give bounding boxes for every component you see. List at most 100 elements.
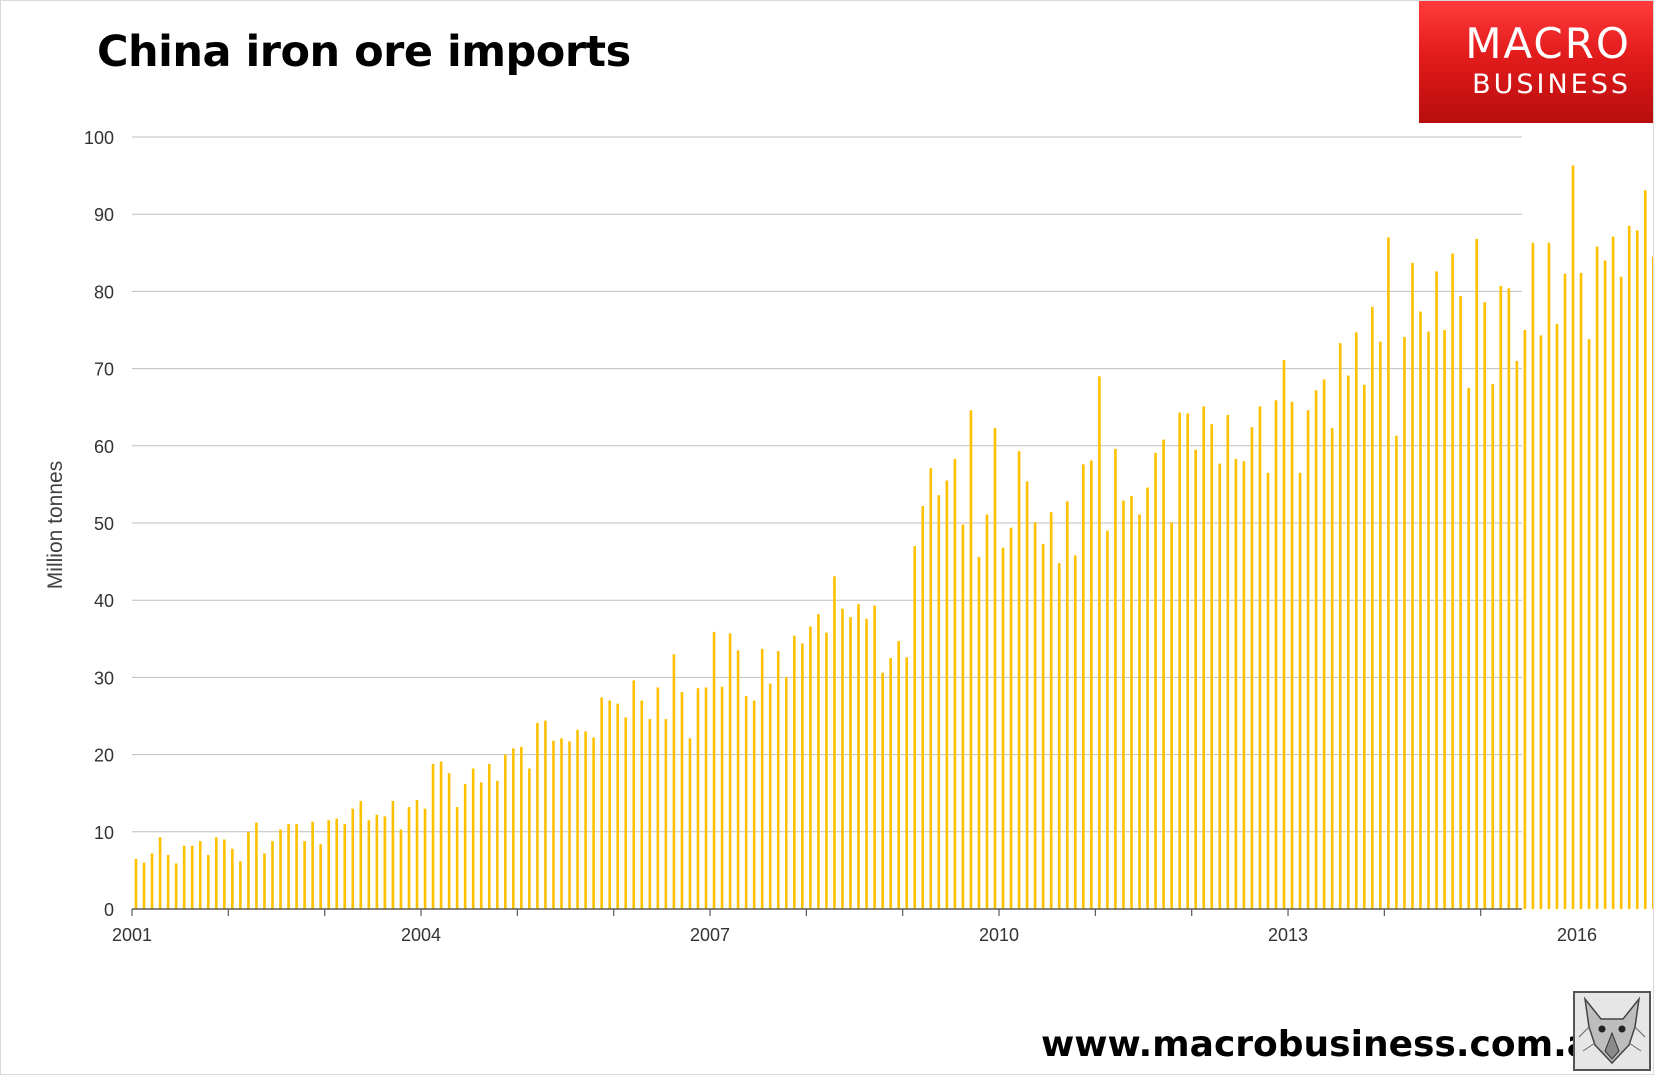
bar bbox=[158, 837, 162, 909]
bar bbox=[319, 844, 322, 909]
x-tick-label: 2013 bbox=[1268, 925, 1308, 945]
bar bbox=[672, 654, 676, 909]
bar bbox=[1098, 376, 1101, 909]
bar bbox=[1571, 165, 1575, 909]
bar bbox=[327, 820, 330, 909]
bar bbox=[1330, 428, 1334, 909]
bar bbox=[849, 617, 852, 909]
y-tick-label: 100 bbox=[84, 128, 114, 148]
y-tick-label: 60 bbox=[94, 437, 114, 457]
bar-series bbox=[134, 165, 1653, 910]
bar bbox=[391, 800, 395, 909]
bar bbox=[1114, 448, 1117, 909]
bar bbox=[495, 780, 499, 909]
bar bbox=[1451, 253, 1454, 909]
bar bbox=[1354, 332, 1358, 909]
bar bbox=[1202, 406, 1206, 909]
bar bbox=[447, 773, 451, 909]
bar bbox=[1338, 343, 1342, 909]
bar bbox=[1001, 547, 1005, 909]
fox-head-icon bbox=[1573, 991, 1651, 1071]
bar bbox=[1611, 236, 1615, 910]
bar bbox=[680, 692, 684, 909]
bar bbox=[351, 808, 355, 909]
bar bbox=[1523, 330, 1527, 909]
bar bbox=[712, 631, 716, 909]
bar bbox=[1057, 563, 1061, 909]
bar bbox=[1507, 288, 1511, 909]
bar bbox=[1082, 464, 1085, 909]
bar bbox=[1427, 331, 1430, 909]
bar bbox=[1499, 286, 1503, 909]
bar bbox=[1106, 530, 1109, 909]
bar bbox=[1073, 555, 1077, 909]
bar bbox=[776, 651, 780, 909]
bar bbox=[1122, 500, 1125, 909]
bar bbox=[953, 458, 957, 909]
bar bbox=[552, 740, 555, 909]
bar bbox=[198, 841, 202, 909]
bar bbox=[423, 808, 427, 909]
bar bbox=[600, 697, 603, 909]
bar bbox=[720, 686, 724, 909]
bar bbox=[889, 658, 892, 909]
bar bbox=[182, 845, 186, 909]
bar bbox=[231, 848, 234, 909]
bar bbox=[1146, 487, 1149, 909]
bar bbox=[367, 820, 371, 909]
bar bbox=[1619, 276, 1623, 910]
x-tick-label: 2004 bbox=[401, 925, 441, 945]
bar bbox=[343, 824, 347, 909]
bar bbox=[536, 722, 539, 909]
bar bbox=[1603, 260, 1607, 909]
macrobusiness-logo: MACRO BUSINESS bbox=[1419, 1, 1653, 123]
bar bbox=[1395, 435, 1398, 909]
bar bbox=[1531, 242, 1535, 909]
y-tick-label: 50 bbox=[94, 514, 114, 534]
bar bbox=[760, 648, 764, 909]
bar bbox=[993, 428, 997, 909]
bar bbox=[929, 468, 933, 909]
bar bbox=[1017, 451, 1021, 909]
bar bbox=[214, 837, 218, 909]
bar bbox=[1322, 379, 1326, 909]
bar bbox=[471, 768, 475, 909]
bar bbox=[383, 816, 387, 909]
bar bbox=[857, 604, 860, 909]
y-tick-label: 70 bbox=[94, 360, 114, 380]
bar bbox=[415, 800, 419, 909]
bar bbox=[865, 618, 868, 909]
bar bbox=[1314, 390, 1318, 910]
bar bbox=[142, 862, 146, 909]
bar bbox=[921, 506, 925, 909]
bar bbox=[1250, 427, 1254, 909]
bar bbox=[512, 748, 515, 909]
bar bbox=[696, 688, 700, 909]
bar bbox=[1138, 514, 1141, 909]
bar bbox=[1419, 311, 1422, 910]
bar bbox=[520, 746, 523, 909]
x-tick-label: 2007 bbox=[690, 925, 730, 945]
bar bbox=[584, 731, 587, 909]
bar bbox=[1555, 323, 1559, 909]
logo-main-text: MACRO bbox=[1465, 19, 1631, 68]
bar bbox=[1178, 412, 1181, 909]
bar bbox=[1652, 256, 1653, 909]
bar bbox=[1635, 230, 1639, 909]
x-tick-label: 2001 bbox=[112, 925, 152, 945]
bar bbox=[1242, 461, 1246, 909]
bar bbox=[1443, 330, 1446, 909]
bar bbox=[1306, 410, 1310, 909]
bar bbox=[784, 677, 788, 909]
bar bbox=[1579, 272, 1583, 909]
bar bbox=[985, 514, 989, 909]
bar bbox=[736, 650, 740, 909]
website-url: www.macrobusiness.com.au bbox=[1041, 1024, 1617, 1065]
bar bbox=[335, 818, 339, 909]
bar bbox=[1483, 302, 1487, 910]
bar bbox=[576, 729, 579, 909]
bar bbox=[688, 738, 692, 909]
bar bbox=[608, 700, 611, 909]
bar bbox=[560, 738, 563, 909]
bar bbox=[263, 853, 266, 909]
